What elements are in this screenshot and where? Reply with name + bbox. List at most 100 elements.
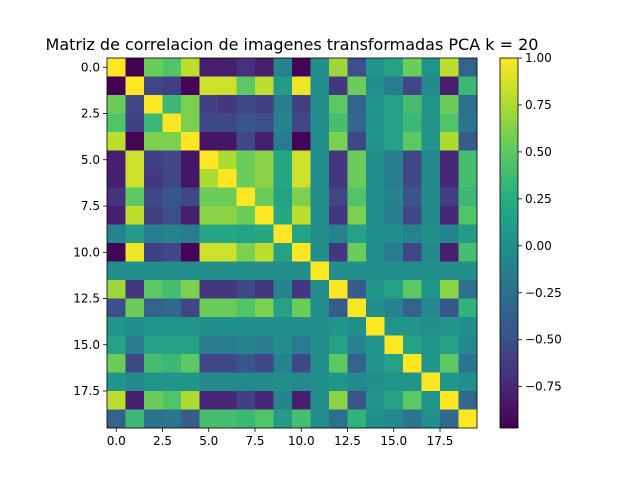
heatmap-cell [107, 317, 126, 336]
heatmap-cell [403, 280, 422, 299]
heatmap-cell [273, 95, 293, 114]
heatmap-cell [125, 280, 145, 299]
heatmap-cell [273, 76, 293, 96]
heatmap-cell [329, 169, 348, 188]
heatmap-cell [218, 261, 237, 281]
heatmap-cell [403, 354, 422, 373]
heatmap-cell [458, 354, 478, 373]
heatmap-cell [366, 76, 385, 96]
heatmap-cell [440, 354, 459, 373]
heatmap-cell [273, 372, 293, 392]
heatmap-cell [329, 261, 348, 281]
heatmap-cell [292, 354, 311, 373]
heatmap-cell [384, 243, 404, 262]
y-axis: 0.0 2.5 5.0 7.5 10.0 12.5 15.0 17.5 [73, 60, 107, 398]
heatmap-cell [310, 243, 330, 262]
heatmap-cell [329, 372, 348, 392]
heatmap-cell [292, 76, 311, 96]
heatmap-cell [236, 95, 256, 114]
heatmap-cell [107, 372, 126, 392]
y-tick-label: 2.5 [81, 107, 100, 121]
heatmap-cell [292, 261, 311, 281]
x-axis: 0.0 2.5 5.0 7.5 10.0 12.5 15.0 17.5 [107, 428, 453, 448]
heatmap-cell [273, 298, 293, 318]
y-tick-label: 0.0 [81, 60, 100, 74]
heatmap-cell [255, 354, 274, 373]
heatmap-cell [236, 409, 256, 429]
heatmap-cell [403, 187, 422, 207]
heatmap-cell [421, 206, 441, 225]
heatmap-cell [181, 150, 200, 170]
heatmap-cell [125, 335, 145, 355]
heatmap-cell [218, 132, 237, 151]
heatmap-cell [236, 187, 256, 207]
heatmap-cell [181, 409, 200, 429]
heatmap-cell [107, 58, 126, 77]
y-tick-label: 7.5 [81, 199, 100, 213]
heatmap-cell [458, 206, 478, 225]
heatmap-cell [403, 372, 422, 392]
heatmap-cell [421, 409, 441, 429]
heatmap-cell [125, 372, 145, 392]
heatmap-cell [107, 391, 126, 410]
heatmap-cell [458, 95, 478, 114]
heatmap-cell [366, 391, 385, 410]
heatmap-cell [218, 169, 237, 188]
heatmap-cell [440, 243, 459, 262]
heatmap-cell [255, 150, 274, 170]
heatmap-cell [421, 372, 441, 392]
heatmap-cell [329, 298, 348, 318]
colorbar-tick-label: −0.25 [525, 286, 562, 300]
heatmap-cell [236, 132, 256, 151]
heatmap-cell [162, 298, 182, 318]
heatmap-cell [162, 372, 182, 392]
colorbar-tick-label: −0.75 [525, 380, 562, 394]
heatmap-cell [162, 169, 182, 188]
heatmap-cell [292, 58, 311, 77]
heatmap-cell [440, 335, 459, 355]
heatmap-cell [107, 280, 126, 299]
heatmap-cell [199, 206, 219, 225]
heatmap-cell [440, 409, 459, 429]
heatmap-cell [421, 224, 441, 244]
heatmap-cell [292, 150, 311, 170]
heatmap-cell [199, 280, 219, 299]
heatmap-cell [273, 187, 293, 207]
heatmap-cell [384, 206, 404, 225]
heatmap-cell [236, 76, 256, 96]
heatmap-cell [421, 76, 441, 96]
heatmap-cell [458, 113, 478, 133]
heatmap-cell [125, 354, 145, 373]
heatmap-cell [273, 409, 293, 429]
heatmap-cell [199, 354, 219, 373]
heatmap-cell [292, 298, 311, 318]
heatmap-cell [162, 206, 182, 225]
heatmap-cell [310, 95, 330, 114]
heatmap-cell [421, 335, 441, 355]
heatmap-cell [366, 150, 385, 170]
heatmap-cell [458, 280, 478, 299]
heatmap-cell [162, 409, 182, 429]
heatmap-cell [107, 76, 126, 96]
heatmap-cell [458, 76, 478, 96]
heatmap-cell [329, 113, 348, 133]
heatmap-cell [329, 280, 348, 299]
heatmap-cell [218, 354, 237, 373]
y-tick-label: 5.0 [81, 153, 100, 167]
heatmap-cell [347, 409, 367, 429]
heatmap-cell [366, 317, 385, 336]
heatmap-cell [236, 391, 256, 410]
heatmap-cell [125, 298, 145, 318]
heatmap-cell [366, 187, 385, 207]
heatmap-cell [273, 354, 293, 373]
colorbar-tick-label: 0.50 [525, 145, 552, 159]
heatmap-cell [347, 169, 367, 188]
heatmap-cell [181, 280, 200, 299]
heatmap-cell [255, 206, 274, 225]
heatmap-cell [107, 150, 126, 170]
heatmap-cell [236, 206, 256, 225]
heatmap-cell [181, 391, 200, 410]
heatmap-cell [458, 224, 478, 244]
heatmap-cell [366, 224, 385, 244]
heatmap-cell [273, 317, 293, 336]
